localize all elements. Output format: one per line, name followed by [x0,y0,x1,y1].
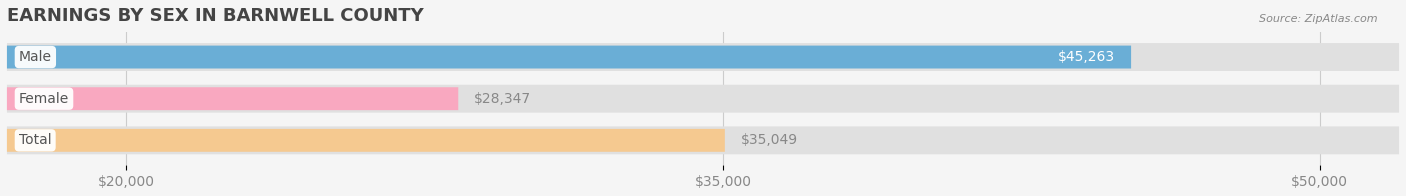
FancyBboxPatch shape [7,46,1130,68]
Text: $45,263: $45,263 [1059,50,1115,64]
FancyBboxPatch shape [7,129,725,152]
FancyBboxPatch shape [7,87,458,110]
Text: Total: Total [18,133,52,147]
FancyBboxPatch shape [7,85,1399,113]
Text: $35,049: $35,049 [741,133,797,147]
Text: Male: Male [18,50,52,64]
Text: Source: ZipAtlas.com: Source: ZipAtlas.com [1260,14,1378,24]
Text: Female: Female [18,92,69,106]
FancyBboxPatch shape [7,126,1399,154]
Text: EARNINGS BY SEX IN BARNWELL COUNTY: EARNINGS BY SEX IN BARNWELL COUNTY [7,7,423,25]
FancyBboxPatch shape [7,43,1399,71]
Text: $28,347: $28,347 [474,92,531,106]
